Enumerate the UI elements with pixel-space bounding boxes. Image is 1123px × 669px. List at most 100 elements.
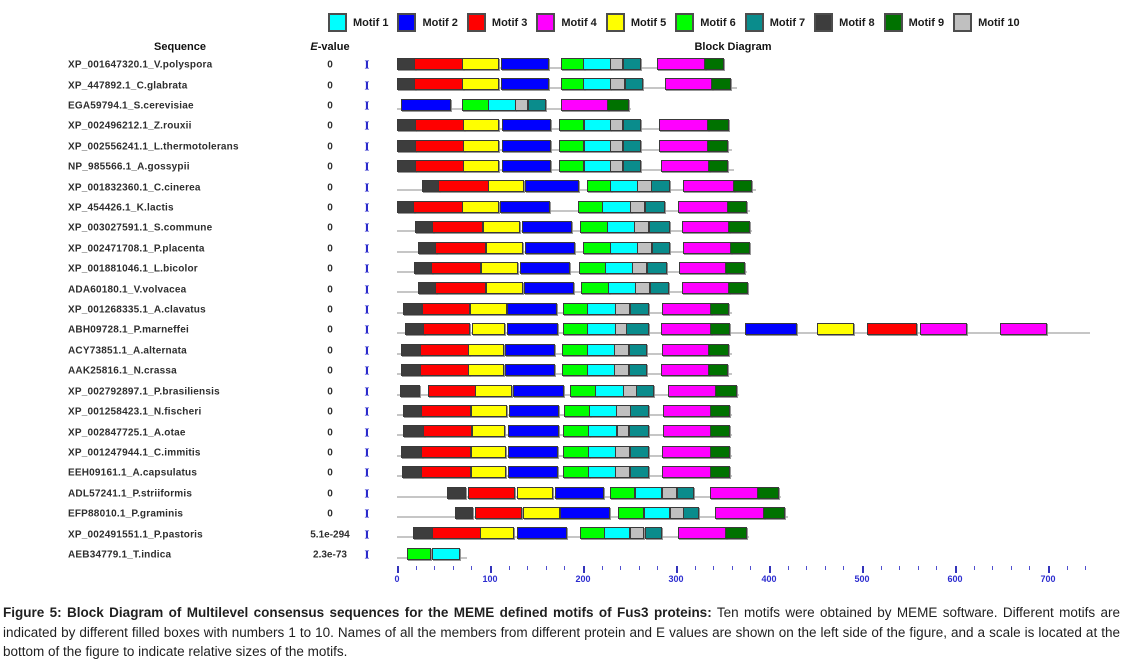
- motif-9-block[interactable]: [763, 506, 785, 519]
- motif-4-block[interactable]: [662, 466, 712, 479]
- motif-3-block[interactable]: [414, 119, 466, 132]
- motif-2-block[interactable]: [525, 180, 580, 193]
- motif-1-block[interactable]: [607, 221, 637, 234]
- motif-2-block[interactable]: [504, 364, 556, 377]
- motif-9-block[interactable]: [732, 180, 753, 193]
- motif-3-block[interactable]: [427, 384, 478, 397]
- motif-2-block[interactable]: [521, 221, 572, 234]
- motif-order-button[interactable]: Ι: [364, 58, 370, 72]
- motif-8-block[interactable]: [397, 160, 416, 173]
- motif-4-block[interactable]: [678, 262, 728, 275]
- motif-9-block[interactable]: [707, 343, 730, 356]
- motif-3-block[interactable]: [422, 302, 470, 315]
- motif-2-block[interactable]: [501, 58, 549, 70]
- motif-9-block[interactable]: [727, 200, 747, 213]
- motif-10-block[interactable]: [613, 343, 629, 356]
- motif-5-block[interactable]: [475, 384, 513, 397]
- motif-5-block[interactable]: [470, 445, 506, 458]
- motif-2-block[interactable]: [506, 323, 558, 336]
- motif-6-block[interactable]: [562, 302, 589, 315]
- motif-order-button[interactable]: Ι: [364, 303, 370, 317]
- motif-10-block[interactable]: [610, 119, 624, 132]
- motif-order-button[interactable]: Ι: [364, 201, 370, 215]
- motif-6-block[interactable]: [407, 547, 432, 560]
- motif-1-block[interactable]: [595, 384, 625, 397]
- motif-order-button[interactable]: Ι: [364, 548, 370, 562]
- motif-1-block[interactable]: [583, 160, 611, 173]
- motif-5-block[interactable]: [472, 323, 505, 336]
- motif-2-block[interactable]: [400, 98, 452, 111]
- motif-9-block[interactable]: [707, 364, 729, 377]
- motif-3-block[interactable]: [412, 200, 465, 213]
- motif-7-block[interactable]: [623, 139, 641, 152]
- motif-5-block[interactable]: [482, 221, 520, 234]
- motif-9-block[interactable]: [715, 384, 737, 397]
- motif-10-block[interactable]: [614, 445, 630, 458]
- motif-10-block[interactable]: [614, 466, 630, 479]
- motif-7-block[interactable]: [636, 384, 654, 397]
- motif-2-block[interactable]: [525, 241, 575, 254]
- motif-8-block[interactable]: [400, 364, 423, 377]
- motif-1-block[interactable]: [635, 486, 663, 499]
- motif-5-block[interactable]: [470, 466, 506, 479]
- motif-5-block[interactable]: [479, 527, 515, 540]
- motif-9-block[interactable]: [711, 78, 731, 91]
- motif-5-block[interactable]: [472, 425, 505, 438]
- motif-5-block[interactable]: [817, 323, 854, 336]
- motif-4-block[interactable]: [661, 323, 713, 336]
- motif-3-block[interactable]: [421, 466, 471, 479]
- motif-5-block[interactable]: [486, 241, 523, 254]
- motif-10-block[interactable]: [635, 282, 651, 295]
- motif-3-block[interactable]: [420, 343, 470, 356]
- motif-7-block[interactable]: [528, 98, 546, 111]
- motif-3-block[interactable]: [435, 282, 487, 295]
- motif-4-block[interactable]: [681, 221, 731, 234]
- motif-1-block[interactable]: [432, 547, 461, 560]
- motif-9-block[interactable]: [728, 221, 750, 234]
- motif-10-block[interactable]: [662, 486, 678, 499]
- motif-2-block[interactable]: [507, 445, 559, 458]
- motif-2-block[interactable]: [555, 486, 604, 499]
- motif-9-block[interactable]: [706, 139, 729, 152]
- motif-1-block[interactable]: [588, 404, 618, 417]
- motif-order-button[interactable]: Ι: [364, 446, 370, 460]
- motif-3-block[interactable]: [432, 527, 482, 540]
- motif-10-block[interactable]: [636, 180, 652, 193]
- motif-order-button[interactable]: Ι: [364, 426, 370, 440]
- motif-order-button[interactable]: Ι: [364, 283, 370, 297]
- motif-1-block[interactable]: [643, 506, 670, 519]
- motif-order-button[interactable]: Ι: [364, 99, 370, 113]
- motif-9-block[interactable]: [728, 282, 748, 295]
- motif-order-button[interactable]: Ι: [364, 385, 370, 399]
- motif-10-block[interactable]: [623, 384, 638, 397]
- motif-9-block[interactable]: [709, 466, 731, 479]
- motif-4-block[interactable]: [659, 139, 709, 152]
- motif-10-block[interactable]: [614, 302, 630, 315]
- motif-10-block[interactable]: [610, 139, 624, 152]
- motif-8-block[interactable]: [399, 384, 421, 397]
- motif-1-block[interactable]: [587, 425, 617, 438]
- motif-order-button[interactable]: Ι: [364, 528, 370, 542]
- motif-order-button[interactable]: Ι: [364, 323, 370, 337]
- motif-6-block[interactable]: [560, 58, 585, 70]
- motif-1-block[interactable]: [601, 200, 633, 213]
- motif-8-block[interactable]: [402, 404, 424, 417]
- motif-6-block[interactable]: [578, 200, 604, 213]
- motif-9-block[interactable]: [607, 98, 629, 111]
- motif-6-block[interactable]: [462, 98, 491, 111]
- motif-4-block[interactable]: [683, 180, 735, 193]
- motif-5-block[interactable]: [463, 160, 500, 173]
- motif-8-block[interactable]: [402, 425, 426, 438]
- motif-9-block[interactable]: [710, 404, 731, 417]
- motif-5-block[interactable]: [522, 506, 560, 519]
- motif-10-block[interactable]: [634, 221, 650, 234]
- motif-2-block[interactable]: [502, 119, 552, 132]
- motif-10-block[interactable]: [613, 364, 629, 377]
- motif-3-block[interactable]: [435, 241, 487, 254]
- motif-5-block[interactable]: [467, 364, 505, 377]
- motif-6-block[interactable]: [610, 486, 636, 499]
- motif-order-button[interactable]: Ι: [364, 79, 370, 93]
- motif-6-block[interactable]: [562, 425, 590, 438]
- motif-1-block[interactable]: [586, 323, 617, 336]
- motif-10-block[interactable]: [670, 506, 684, 519]
